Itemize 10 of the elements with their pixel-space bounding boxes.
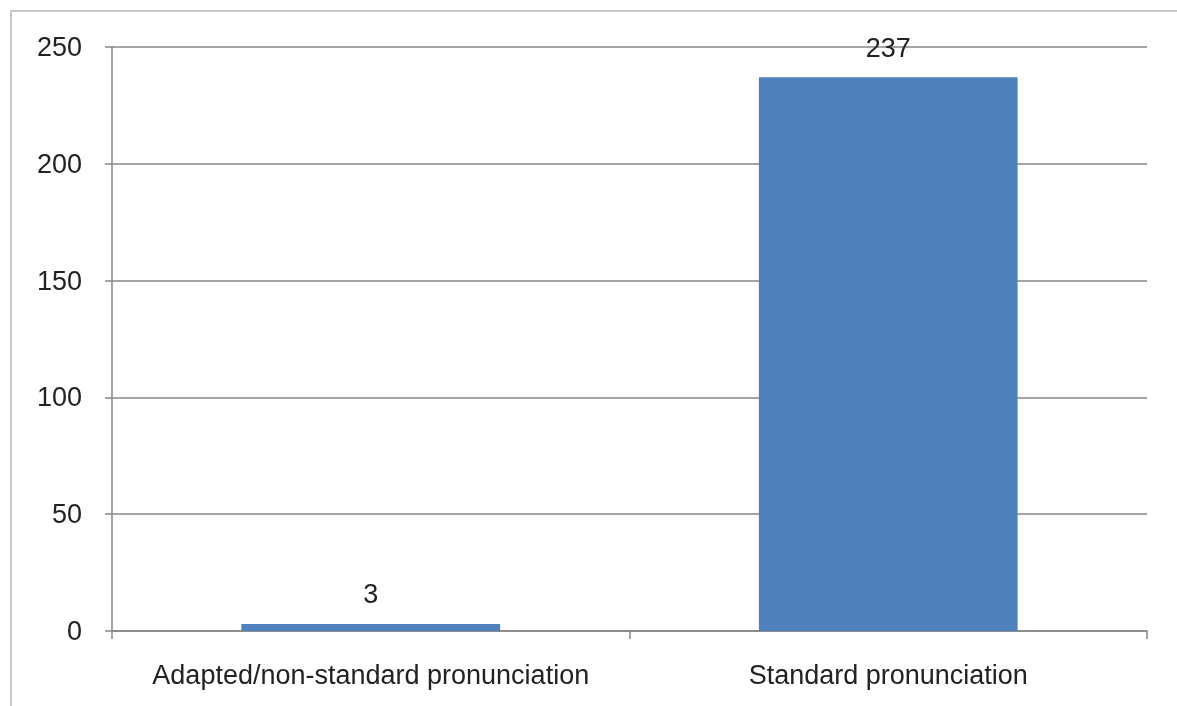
x-tick-label: Standard pronunciation bbox=[748, 659, 1028, 690]
y-tick-label: 200 bbox=[36, 148, 82, 179]
y-tick-label: 150 bbox=[36, 265, 82, 296]
y-tick-label: 0 bbox=[66, 616, 82, 646]
y-tick-label: 250 bbox=[36, 32, 82, 62]
x-tick-label: Adapted/non-standard pronunciation bbox=[152, 659, 590, 690]
data-label: 237 bbox=[865, 32, 911, 63]
y-tick-label: 50 bbox=[51, 499, 82, 530]
y-tick-label: 100 bbox=[36, 382, 82, 413]
data-label: 3 bbox=[363, 579, 379, 610]
